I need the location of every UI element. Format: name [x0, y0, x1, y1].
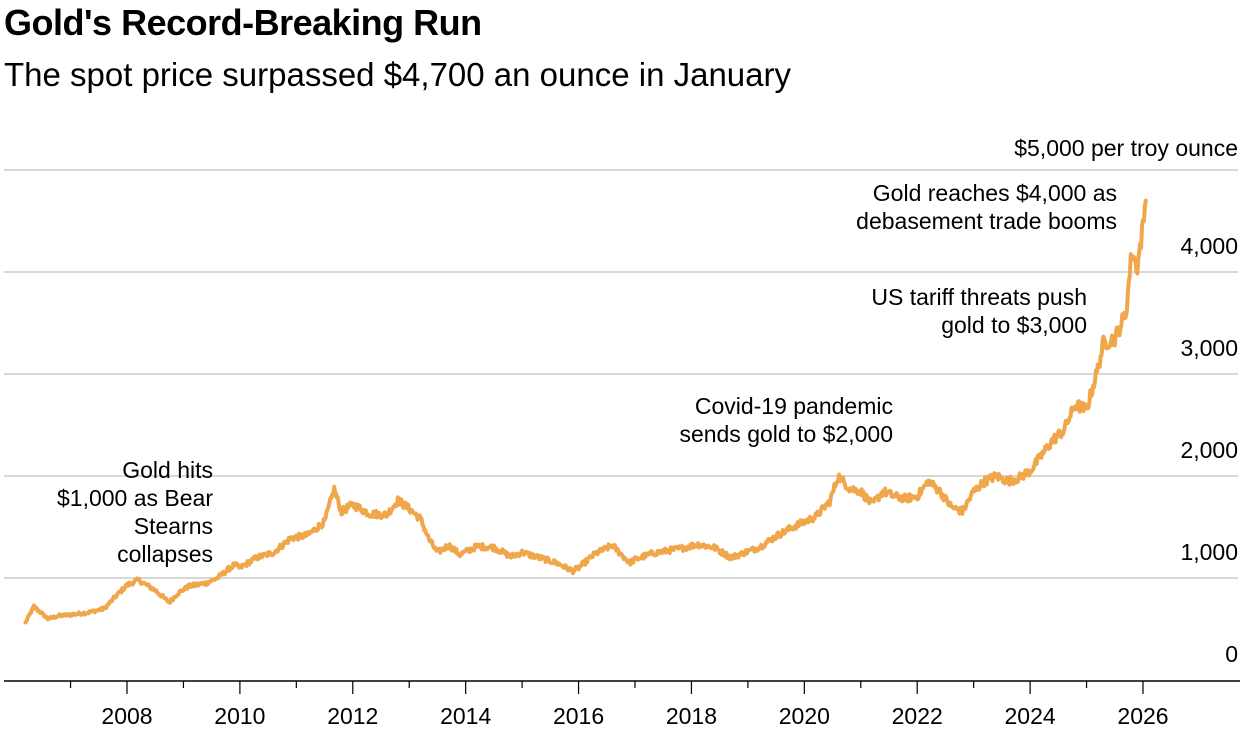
- chart-title: Gold's Record-Breaking Run: [4, 2, 482, 43]
- chart-subtitle: The spot price surpassed $4,700 an ounce…: [4, 56, 792, 93]
- annotation-bear-stearns: Gold hits $1,000 as Bear Stearns collapses: [57, 457, 213, 567]
- x-tick-label-2012: 2012: [327, 703, 378, 729]
- x-tick-label-2010: 2010: [214, 703, 265, 729]
- annotation-covid-line-1: Covid-19 pandemic: [695, 393, 893, 419]
- annotation-covid: Covid-19 pandemic sends gold to $2,000: [679, 393, 893, 447]
- annotation-bear-stearns-line-4: collapses: [117, 541, 213, 567]
- x-tick-label-2020: 2020: [779, 703, 830, 729]
- y-tick-label-4000: 4,000: [1180, 233, 1238, 259]
- x-tick-label-2022: 2022: [892, 703, 943, 729]
- series-line-gold-spot-price: [23, 198, 1148, 625]
- x-tick-label-2026: 2026: [1117, 703, 1168, 729]
- annotation-tariff-line-2: gold to $3,000: [941, 312, 1087, 338]
- x-tick-label-2014: 2014: [440, 703, 491, 729]
- gridlines: [4, 169, 1238, 579]
- annotation-bear-stearns-line-1: Gold hits: [122, 457, 213, 483]
- x-tick-label-2024: 2024: [1005, 703, 1056, 729]
- x-axis: 2008 2010 2012 2014 2016 2018 2020 2022 2024 2026: [4, 680, 1240, 729]
- y-tick-label-2000: 2,000: [1180, 437, 1238, 463]
- annotation-tariff-line-1: US tariff threats push: [871, 284, 1087, 310]
- annotation-tariff: US tariff threats push gold to $3,000: [871, 284, 1087, 338]
- annotation-bear-stearns-line-3: Stearns: [134, 513, 213, 539]
- annotation-debasement: Gold reaches $4,000 as debasement trade b…: [856, 180, 1117, 234]
- y-tick-label-5000: $5,000 per troy ounce: [1014, 135, 1238, 161]
- y-tick-label-3000: 3,000: [1180, 335, 1238, 361]
- annotation-bear-stearns-line-2: $1,000 as Bear: [57, 485, 213, 511]
- y-tick-label-1000: 1,000: [1180, 539, 1238, 565]
- y-tick-label-0: 0: [1225, 641, 1238, 667]
- annotation-covid-line-2: sends gold to $2,000: [679, 421, 893, 447]
- y-axis-ticks: 0 1,000 2,000 3,000 4,000 $5,000 per troy oun…: [1014, 135, 1238, 667]
- annotation-debasement-line-1: Gold reaches $4,000 as: [873, 180, 1117, 206]
- series-layer: [23, 198, 1148, 625]
- x-tick-label-2018: 2018: [666, 703, 717, 729]
- x-tick-label-2008: 2008: [101, 703, 152, 729]
- annotation-debasement-line-2: debasement trade booms: [856, 208, 1117, 234]
- x-tick-label-2016: 2016: [553, 703, 604, 729]
